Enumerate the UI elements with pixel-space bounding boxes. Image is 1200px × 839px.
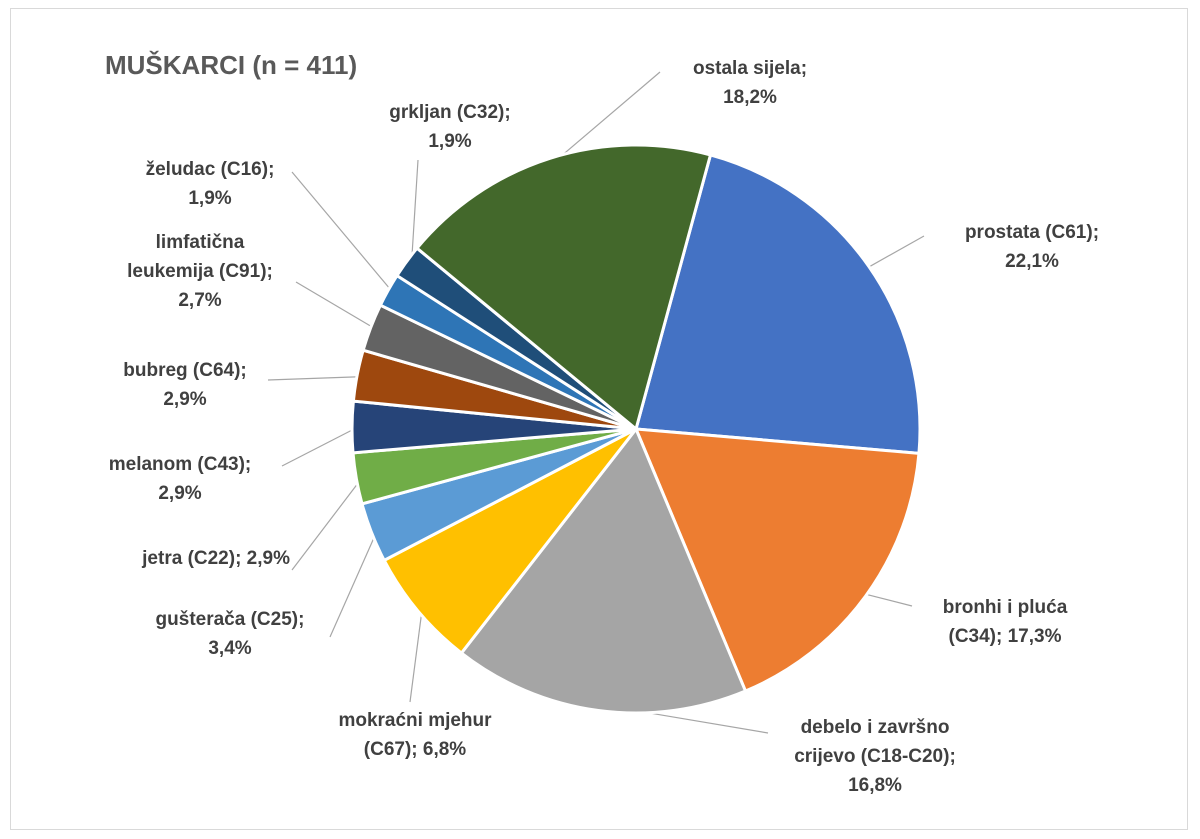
slice-label-line: (C34); 17,3% [948,626,1062,647]
leader-line [281,426,359,467]
slice-label-line: grkljan (C32); [389,102,511,123]
slice-label-line: bronhi i pluća [942,597,1068,618]
slice-label: debelo i završno crijevo (C18-C20); 16,8% [760,713,990,800]
slice-label: melanom (C43); 2,9% [80,450,280,508]
slice-label-line: prostata (C61); [964,222,1100,243]
pie-slice [414,143,713,432]
leader-line [410,159,419,266]
slice-label: gušterača (C25); 3,4% [120,605,340,663]
slice-label-line: gušterača (C25); [155,609,305,630]
chart-title: MUŠKARCI (n = 411) [105,50,358,80]
pie-slice [633,427,921,694]
slice-label-line: ostala sijela; [692,58,808,79]
slice-label-line: 22,1% [1005,251,1059,272]
slice-label-line: 1,9% [188,188,232,209]
leader-line [329,530,378,638]
slice-label-line: 2,9% [163,389,207,410]
slice-label-line: bubreg (C64); [123,360,247,381]
slice-label: želudac (C16); 1,9% [110,155,310,213]
slice-label: bubreg (C64); 2,9% [95,356,275,414]
slice-label: mokraćni mjehur (C67); 6,8% [300,706,530,764]
slice-label-line: melanom (C43); [108,454,252,475]
leader-line [267,376,364,381]
pie-slice [382,427,638,656]
slice-label-line: jetra (C22); 2,9% [142,548,290,569]
slice-label: grkljan (C32); 1,9% [350,98,550,156]
slice-label: jetra (C22); 2,9% [60,544,290,573]
leader-line [295,281,377,331]
slice-label: ostala sijela; 18,2% [640,54,860,112]
slice-label-line: 2,9% [158,483,202,504]
slice-label-line: 2,7% [178,290,222,311]
pie-slice [459,426,748,715]
slice-label-line: 16,8% [848,775,902,796]
slice-label: limfatična leukemija (C91); 2,7% [90,228,310,315]
leader-line [291,171,394,294]
slice-label-line: 1,9% [428,131,472,152]
slice-label-line: 3,4% [208,638,252,659]
slice-label-line: debelo i završno [800,717,950,738]
leader-lines [267,71,925,734]
slice-label-line: želudac (C16); [145,159,275,180]
leader-line [291,477,363,571]
slice-label-line: crijevo (C18-C20); [794,746,956,767]
slice-label: bronhi i pluća (C34); 17,3% [915,593,1095,651]
slice-label: prostata (C61); 22,1% [932,218,1132,276]
slice-label-line: limfatična [155,232,245,253]
slice-label-line: leukemija (C91); [127,261,273,282]
slice-label-line: (C67); 6,8% [363,739,467,760]
leader-line [860,592,913,607]
slice-label-line: 18,2% [723,87,777,108]
leader-line [409,606,423,703]
slice-label-line: mokraćni mjehur [338,710,492,731]
pie-slice [634,153,922,455]
leader-line [863,235,925,271]
pie-slices [350,143,922,715]
leader-line [551,71,661,165]
